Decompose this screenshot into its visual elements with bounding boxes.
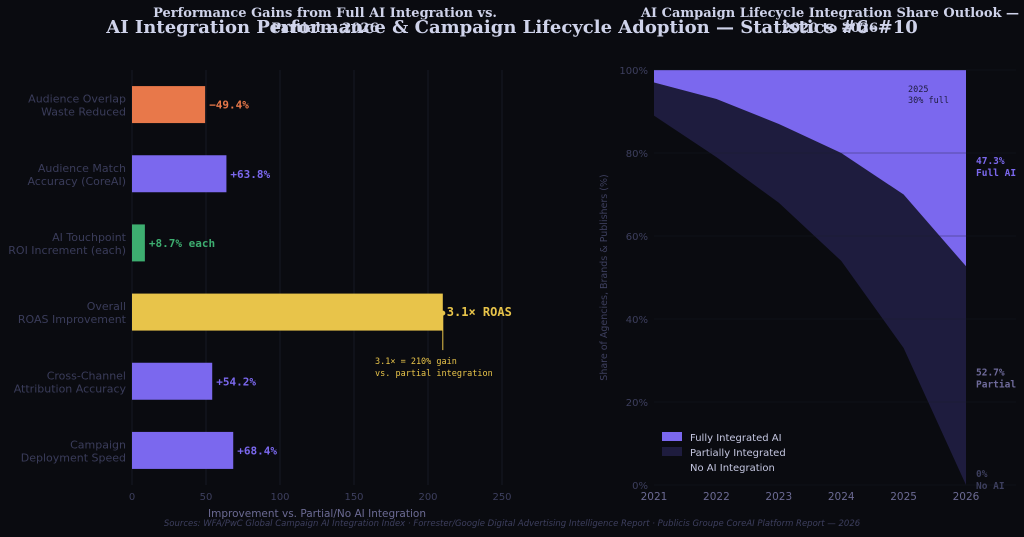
x-tick-label: 2021 — [641, 491, 668, 503]
data-label: 3.1× ROAS — [447, 305, 512, 319]
x-tick-label: 2023 — [765, 491, 792, 503]
bar — [132, 293, 443, 331]
y-tick-label: Audience Overlap Waste Reduced — [28, 93, 126, 119]
x-tick-label: 250 — [492, 492, 511, 503]
legend-swatch — [662, 447, 682, 456]
legend-label: Partially Integrated — [690, 448, 786, 459]
area-fully-integrated-ai — [654, 70, 966, 267]
y-tick-label: 60% — [626, 232, 648, 243]
bar — [132, 155, 227, 193]
x-tick-label: 2026 — [953, 491, 980, 503]
end-label: 0% No AI — [976, 469, 1005, 492]
data-label: +54.2% — [216, 375, 256, 388]
area-no-ai-integration — [654, 115, 966, 486]
end-label: 52.7% Partial — [976, 368, 1016, 391]
data-label: +8.7% each — [149, 237, 215, 250]
y-tick-label: AI Touchpoint ROI Increment (each) — [8, 231, 126, 257]
data-label: +68.4% — [237, 444, 277, 457]
x-axis-label: Improvement vs. Partial/No AI Integratio… — [208, 508, 426, 520]
end-label: 47.3% Full AI — [976, 156, 1016, 179]
y-tick-label: 100% — [619, 66, 648, 77]
area-partially-integrated — [654, 82, 966, 485]
bar — [132, 362, 213, 400]
y-tick-label: 80% — [626, 149, 648, 160]
y-tick-label: 40% — [626, 315, 648, 326]
figure-title: AI Integration Performance & Campaign Li… — [106, 17, 918, 38]
area-chart: 0% 20% 40% 60% 80% 100% 2021 2022 2023 2024 2025 20… — [599, 66, 1016, 503]
y-tick-label: 0% — [632, 481, 648, 492]
legend-swatch — [662, 432, 682, 441]
bar — [132, 224, 145, 262]
y-tick-label: Campaign Deployment Speed — [21, 438, 126, 464]
x-tick-label: 150 — [344, 492, 363, 503]
bar — [132, 431, 234, 469]
legend-label: No AI Integration — [690, 463, 775, 474]
legend-label: Fully Integrated AI — [690, 433, 782, 444]
annotation-text: 2025 30% full — [908, 85, 949, 106]
x-tick-label: 100 — [270, 492, 289, 503]
annotation-text: 3.1× = 210% gain vs. partial integration — [375, 357, 493, 379]
x-tick-label: 2025 — [890, 491, 917, 503]
data-label: −49.4% — [209, 99, 249, 112]
bar — [132, 86, 206, 124]
y-tick-label: 20% — [626, 398, 648, 409]
data-label: +63.8% — [230, 168, 270, 181]
y-tick-label: Overall ROAS Improvement — [18, 300, 127, 326]
y-axis-label: Share of Agencies, Brands & Publishers (… — [599, 174, 610, 380]
annotation-arrowhead — [440, 310, 446, 316]
legend-swatch — [662, 462, 682, 471]
area-chart-title: AI Campaign Lifecycle Integration Share … — [640, 6, 1020, 36]
x-tick-label: 200 — [418, 492, 437, 503]
x-tick-label: 2022 — [703, 491, 730, 503]
y-tick-label: Audience Match Accuracy (CoreAI) — [27, 162, 126, 188]
x-tick-label: 2024 — [828, 491, 855, 503]
source-note: Sources: WFA/PwC Global Campaign AI Inte… — [163, 519, 861, 529]
bar-chart: 0 50 100 150 200 250 Improvement vs. Partial/N… — [8, 70, 512, 520]
bar-chart-title: Performance Gains from Full AI Integrati… — [153, 6, 497, 36]
x-tick-label: 50 — [200, 492, 213, 503]
x-tick-label: 0 — [129, 492, 135, 503]
y-tick-label: Cross-Channel Attribution Accuracy — [14, 369, 127, 395]
